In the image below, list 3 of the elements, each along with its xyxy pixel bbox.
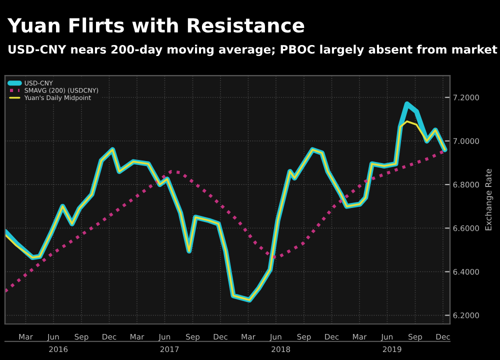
y2-axis-title: Exchange Rate bbox=[485, 169, 494, 230]
chart-title: Yuan Flirts with Resistance bbox=[7, 18, 304, 33]
chart-subtitle: USD-CNY nears 200-day moving average; PBOC largely absent from market bbox=[8, 44, 498, 56]
